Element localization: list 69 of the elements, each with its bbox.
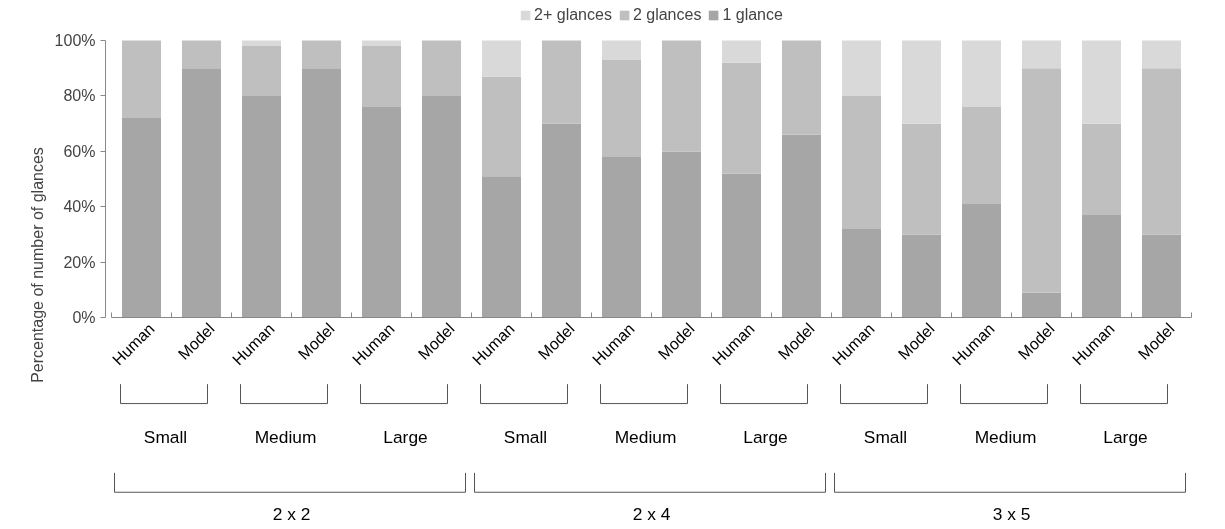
text: Large	[383, 426, 428, 447]
bar	[962, 204, 1001, 318]
bar	[782, 40, 821, 135]
bar	[782, 134, 821, 318]
bar	[1142, 68, 1181, 235]
text: Large	[743, 426, 788, 447]
bar	[1082, 123, 1121, 216]
y-axis-title: Percentage of number of glances	[28, 147, 46, 383]
text: Small	[863, 426, 908, 447]
bar	[362, 46, 401, 108]
legend-label: 2 glances	[632, 6, 702, 24]
bar	[1022, 292, 1061, 318]
bar	[542, 123, 581, 318]
bar	[422, 40, 461, 96]
bar	[1082, 40, 1121, 124]
bar	[722, 40, 761, 63]
legend-label: 1 glance	[722, 6, 783, 24]
text: Small	[503, 426, 548, 447]
bar	[122, 40, 161, 119]
y-tick-label: 100%	[54, 32, 96, 50]
bar	[1142, 40, 1181, 69]
bar	[422, 95, 461, 318]
text: Large	[1103, 426, 1148, 447]
bar	[482, 40, 521, 77]
bar	[1142, 234, 1181, 318]
bar	[362, 107, 401, 318]
bar	[542, 40, 581, 124]
text: 2 x 4	[632, 504, 671, 525]
text: Medium	[614, 426, 677, 447]
y-tick-label: 60%	[63, 142, 96, 160]
bar	[1022, 40, 1061, 69]
bar	[962, 107, 1001, 205]
bar	[602, 59, 641, 157]
bar	[182, 40, 221, 69]
y-tick-label: 80%	[63, 87, 96, 105]
bar	[662, 151, 701, 318]
bar	[962, 40, 1001, 108]
legend-label: 2+ glances	[534, 6, 612, 24]
y-tick-label: 0%	[72, 309, 96, 327]
bar	[1022, 68, 1061, 293]
bar	[902, 40, 941, 124]
bar	[662, 40, 701, 152]
bar	[602, 156, 641, 318]
bar	[1082, 215, 1121, 318]
bar	[482, 176, 521, 318]
bar	[182, 68, 221, 318]
text: Small	[143, 426, 188, 447]
bar	[842, 95, 881, 229]
bar	[902, 123, 941, 235]
text: Medium	[254, 426, 317, 447]
bar	[302, 68, 341, 318]
bar	[722, 62, 761, 174]
bar	[842, 40, 881, 96]
bar	[242, 46, 281, 96]
text: Medium	[974, 426, 1037, 447]
bar	[482, 76, 521, 177]
bar	[242, 95, 281, 318]
bar	[302, 40, 341, 69]
bar	[242, 40, 281, 47]
bar	[602, 40, 641, 60]
bar	[722, 173, 761, 318]
bar	[842, 228, 881, 318]
bar	[902, 234, 941, 318]
y-tick-label: 20%	[63, 253, 96, 271]
y-tick-label: 40%	[63, 198, 96, 216]
bar	[362, 40, 401, 47]
text: 3 x 5	[992, 504, 1031, 525]
bar	[122, 118, 161, 318]
text: 2 x 2	[272, 504, 311, 525]
